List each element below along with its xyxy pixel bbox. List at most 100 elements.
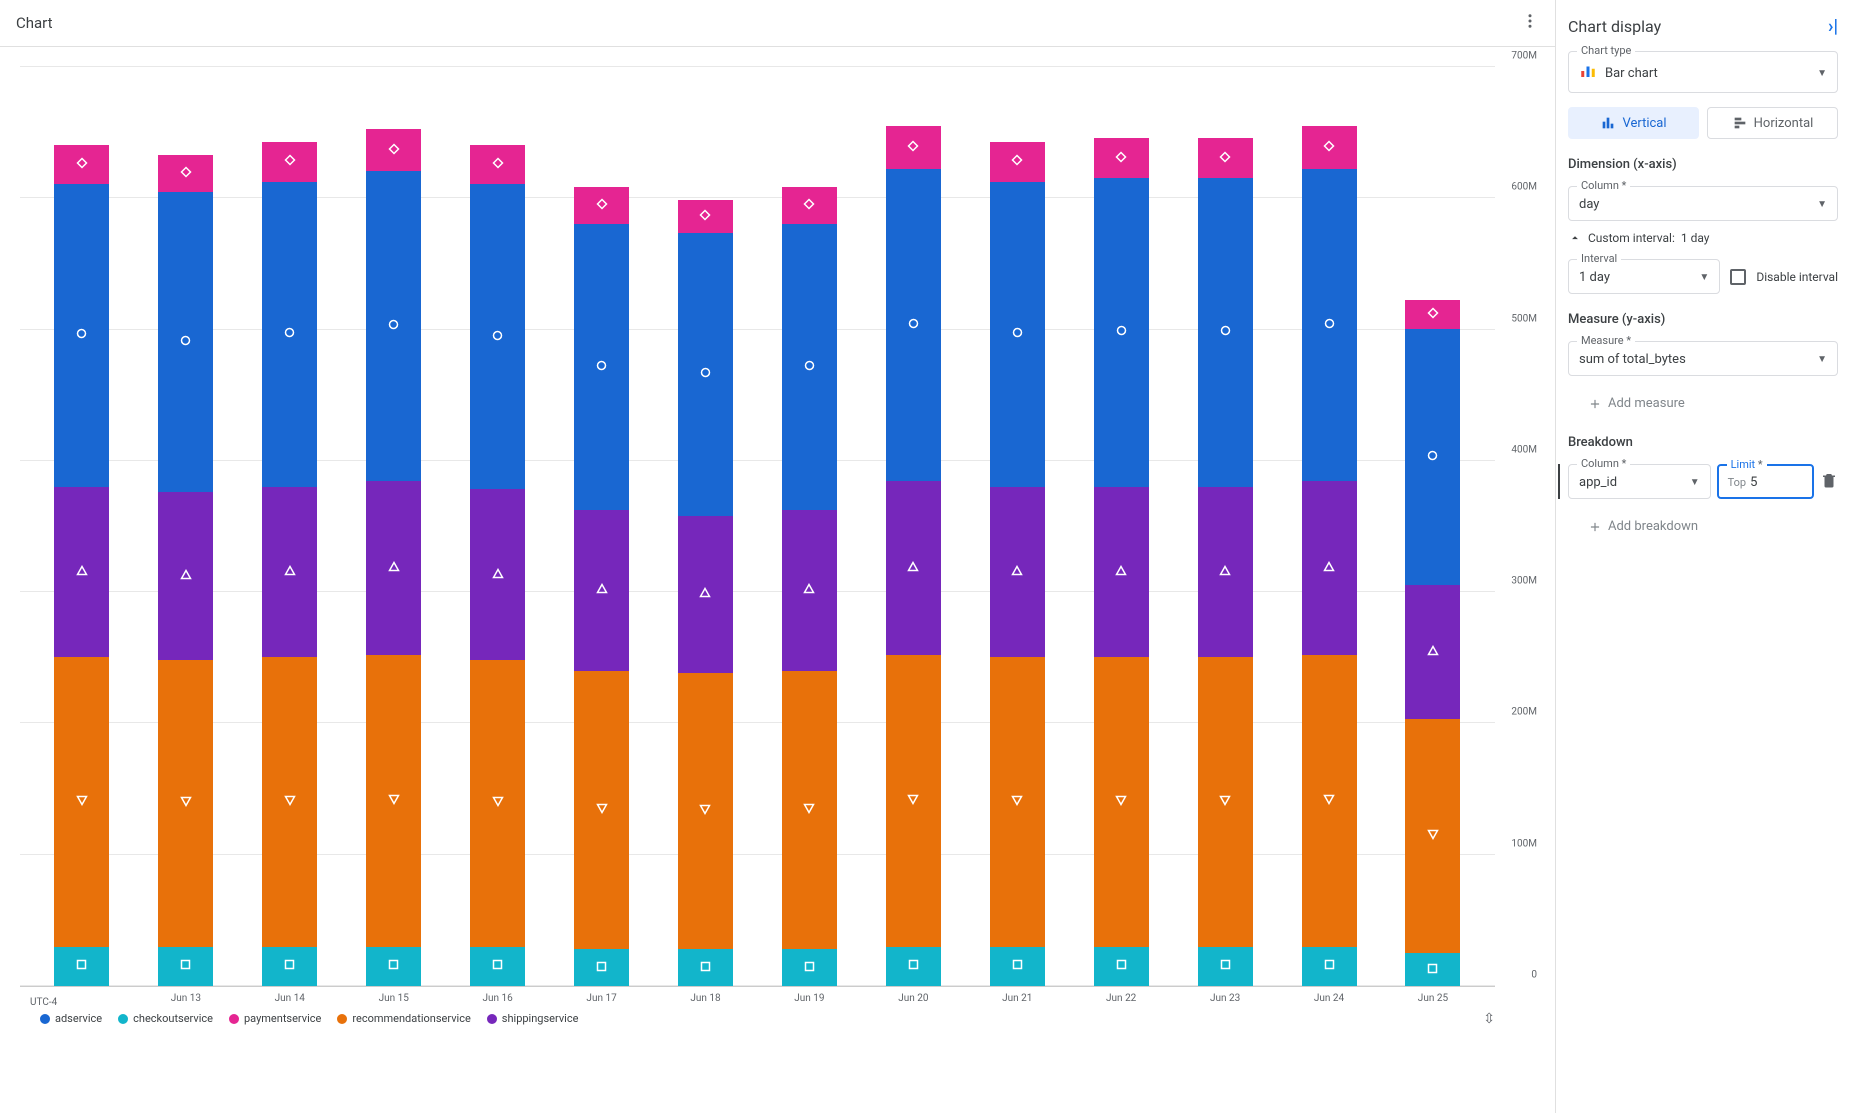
bar-segment[interactable] [782, 224, 837, 511]
bar-group[interactable] [990, 142, 1045, 986]
bar-segment[interactable] [262, 182, 317, 487]
bar-segment[interactable] [54, 145, 109, 184]
bar-segment[interactable] [1094, 947, 1149, 986]
vertical-button[interactable]: Vertical [1568, 107, 1699, 139]
measure-select[interactable]: Measure sum of total_bytes ▼ [1568, 341, 1838, 376]
disable-interval-checkbox[interactable] [1730, 269, 1746, 285]
bar-segment[interactable] [366, 129, 421, 171]
bar-segment[interactable] [574, 949, 629, 986]
bar-segment[interactable] [1405, 953, 1460, 986]
bar-group[interactable] [158, 155, 213, 986]
bar-segment[interactable] [990, 487, 1045, 658]
legend-item[interactable]: checkoutservice [118, 1012, 213, 1025]
bar-segment[interactable] [366, 655, 421, 947]
bar-segment[interactable] [158, 155, 213, 192]
bar-group[interactable] [574, 187, 629, 986]
bar-segment[interactable] [366, 947, 421, 986]
add-measure-button[interactable]: Add measure [1568, 390, 1838, 417]
bar-segment[interactable] [1198, 947, 1253, 986]
bar-group[interactable] [1094, 138, 1149, 986]
bar-group[interactable] [782, 187, 837, 986]
bar-segment[interactable] [366, 481, 421, 654]
legend-item[interactable]: shippingservice [487, 1012, 579, 1025]
bar-group[interactable] [54, 145, 109, 986]
bar-segment[interactable] [574, 671, 629, 950]
bar-segment[interactable] [886, 126, 941, 168]
bar-segment[interactable] [470, 145, 525, 184]
bar-segment[interactable] [1198, 657, 1253, 946]
bar-segment[interactable] [678, 200, 733, 233]
legend-item[interactable]: recommendationservice [337, 1012, 470, 1025]
bar-segment[interactable] [1198, 178, 1253, 487]
bar-segment[interactable] [1302, 126, 1357, 168]
bar-segment[interactable] [678, 233, 733, 516]
bar-segment[interactable] [54, 487, 109, 658]
bar-segment[interactable] [990, 657, 1045, 946]
bar-segment[interactable] [1302, 169, 1357, 482]
bar-segment[interactable] [886, 169, 941, 482]
bar-segment[interactable] [1302, 481, 1357, 654]
bar-segment[interactable] [158, 660, 213, 947]
bar-segment[interactable] [1302, 655, 1357, 947]
bar-group[interactable] [470, 145, 525, 986]
breakdown-limit-input[interactable]: Limit Top 5 [1717, 464, 1814, 499]
dimension-column-select[interactable]: Column day ▼ [1568, 186, 1838, 221]
bar-segment[interactable] [1094, 487, 1149, 658]
bar-segment[interactable] [1405, 300, 1460, 329]
bar-segment[interactable] [1405, 719, 1460, 953]
bar-segment[interactable] [158, 947, 213, 986]
more-options-icon[interactable] [1521, 12, 1539, 34]
bar-segment[interactable] [574, 187, 629, 224]
bar-segment[interactable] [990, 182, 1045, 487]
bar-group[interactable] [1405, 300, 1460, 986]
legend-expand-icon[interactable]: ⇳ [1483, 1011, 1495, 1027]
legend-item[interactable]: adservice [40, 1012, 102, 1025]
bar-group[interactable] [366, 129, 421, 986]
collapse-sidebar-icon[interactable]: ›| [1828, 16, 1838, 37]
bar-segment[interactable] [54, 947, 109, 986]
bar-segment[interactable] [158, 192, 213, 492]
bar-segment[interactable] [782, 510, 837, 670]
bar-group[interactable] [678, 200, 733, 986]
bar-segment[interactable] [990, 142, 1045, 181]
legend-item[interactable]: paymentservice [229, 1012, 321, 1025]
bar-segment[interactable] [54, 657, 109, 946]
bar-segment[interactable] [1198, 487, 1253, 658]
bar-segment[interactable] [1198, 138, 1253, 177]
bar-segment[interactable] [470, 489, 525, 660]
bar-segment[interactable] [1094, 657, 1149, 946]
bar-segment[interactable] [262, 947, 317, 986]
interval-select[interactable]: Interval 1 day ▼ [1568, 259, 1720, 294]
breakdown-column-select[interactable]: Column app_id ▼ [1568, 464, 1711, 499]
bar-segment[interactable] [158, 492, 213, 660]
delete-breakdown-icon[interactable] [1820, 471, 1838, 493]
bar-segment[interactable] [574, 224, 629, 511]
bar-segment[interactable] [886, 481, 941, 654]
bar-segment[interactable] [990, 947, 1045, 986]
horizontal-button[interactable]: Horizontal [1707, 107, 1838, 139]
bar-segment[interactable] [678, 949, 733, 986]
bar-group[interactable] [1198, 138, 1253, 986]
bar-segment[interactable] [886, 655, 941, 947]
bar-segment[interactable] [262, 657, 317, 946]
bar-segment[interactable] [262, 487, 317, 658]
bar-segment[interactable] [678, 516, 733, 674]
bar-segment[interactable] [1094, 138, 1149, 177]
bar-segment[interactable] [782, 671, 837, 950]
bar-group[interactable] [1302, 126, 1357, 986]
bar-segment[interactable] [1405, 585, 1460, 719]
bar-segment[interactable] [54, 184, 109, 486]
custom-interval-toggle[interactable]: Custom interval: 1 day [1568, 231, 1838, 245]
bar-group[interactable] [262, 142, 317, 986]
bar-segment[interactable] [470, 660, 525, 947]
bar-segment[interactable] [1094, 178, 1149, 487]
bar-group[interactable] [886, 126, 941, 986]
add-breakdown-button[interactable]: Add breakdown [1568, 513, 1838, 540]
bar-segment[interactable] [470, 184, 525, 489]
chart-type-select[interactable]: Chart type Bar chart ▼ [1568, 51, 1838, 93]
bar-segment[interactable] [782, 187, 837, 224]
bar-segment[interactable] [782, 949, 837, 986]
bar-segment[interactable] [1405, 329, 1460, 585]
bar-segment[interactable] [886, 947, 941, 986]
bar-segment[interactable] [470, 947, 525, 986]
